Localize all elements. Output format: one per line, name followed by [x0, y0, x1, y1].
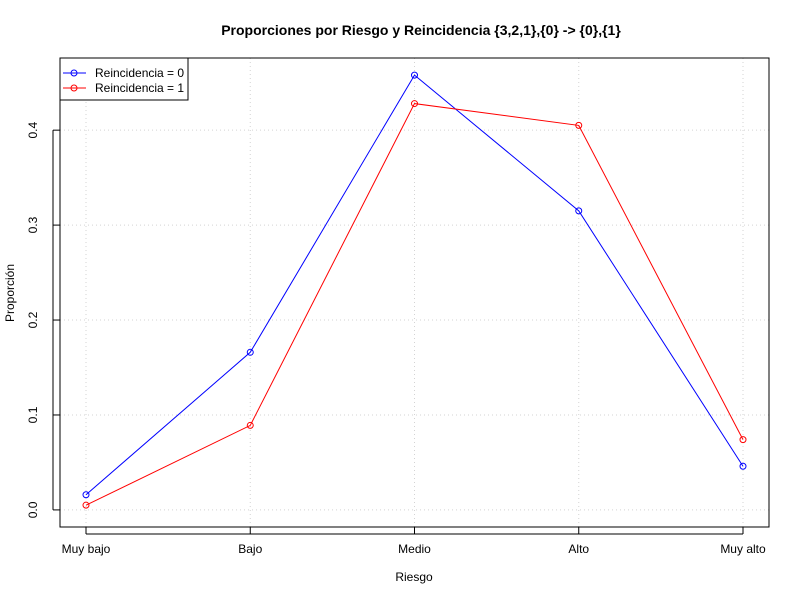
- data-point: [82, 501, 90, 509]
- y-tick-label: 0.0: [26, 501, 40, 518]
- series-line: [85, 74, 744, 496]
- data-point: [246, 348, 254, 356]
- legend-swatch-marker: [70, 69, 78, 77]
- axes: Muy bajo Bajo Medio Alto Muy alto 0.0 0.1 0.2 0.…: [26, 121, 766, 556]
- data-point: [82, 491, 90, 499]
- legend-label: Reincidencia = 0: [95, 66, 184, 80]
- data-point: [575, 121, 583, 129]
- y-axis-label: Proporción: [3, 264, 17, 322]
- legend-box: [59, 57, 189, 101]
- grid-lines: [60, 58, 769, 527]
- y-tick-label: 0.3: [26, 216, 40, 233]
- series-line: [85, 103, 744, 506]
- x-tick-label: Muy alto: [720, 542, 766, 556]
- y-tick-label: 0.4: [26, 121, 40, 138]
- data-point: [411, 71, 418, 79]
- y-tick-label: 0.2: [26, 311, 40, 328]
- x-tick-label: Alto: [568, 542, 589, 556]
- data-point: [739, 436, 747, 444]
- plot-frame: [59, 57, 770, 528]
- series-group: [82, 71, 747, 509]
- legend-swatch-marker: [70, 84, 78, 92]
- data-point: [246, 421, 254, 429]
- x-axis-label: Riesgo: [395, 570, 433, 584]
- x-tick-label: Medio: [398, 542, 431, 556]
- legend-label: Reincidencia = 1: [95, 81, 184, 95]
- x-tick-label: Bajo: [238, 542, 262, 556]
- chart-title: Proporciones por Riesgo y Reincidencia {…: [221, 22, 621, 38]
- y-tick-label: 0.1: [26, 406, 40, 423]
- data-point: [411, 100, 418, 108]
- data-point: [575, 207, 583, 215]
- x-tick-label: Muy bajo: [62, 542, 111, 556]
- data-point: [739, 462, 747, 470]
